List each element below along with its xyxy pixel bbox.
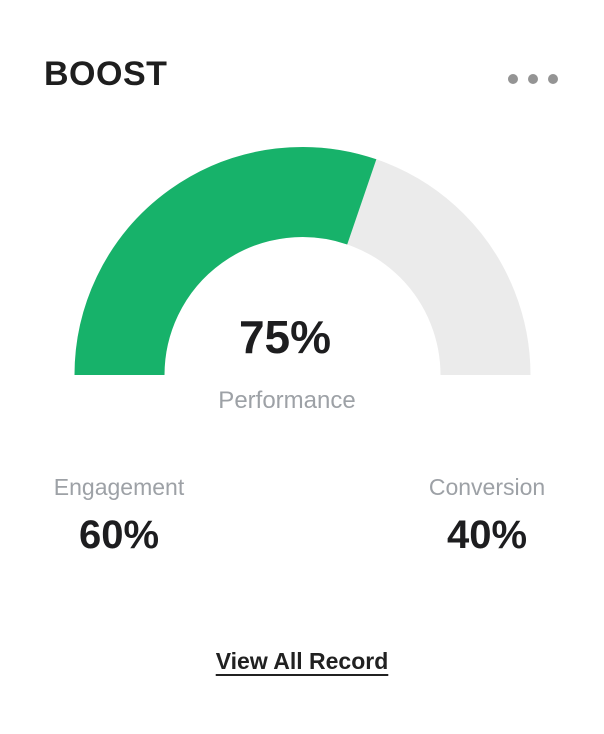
stat-label: Conversion [428, 474, 546, 500]
gauge-caption: Performance [218, 387, 356, 414]
view-all-record-link[interactable]: View All Record [215, 648, 389, 674]
stat-value: 60% [78, 513, 160, 557]
gauge-fill-arc [74, 147, 377, 377]
card-title: BOOST [44, 55, 168, 93]
gauge-chart [74, 147, 531, 377]
gauge-value-label: 75% [238, 311, 332, 363]
more-menu-button[interactable] [506, 70, 560, 88]
ellipsis-icon [548, 74, 558, 84]
stat-engagement: Engagement 60% [53, 474, 185, 557]
ellipsis-icon [528, 74, 538, 84]
stat-conversion: Conversion 40% [428, 474, 546, 557]
stat-value: 40% [446, 513, 528, 557]
stat-label: Engagement [53, 474, 185, 500]
ellipsis-icon [508, 74, 518, 84]
